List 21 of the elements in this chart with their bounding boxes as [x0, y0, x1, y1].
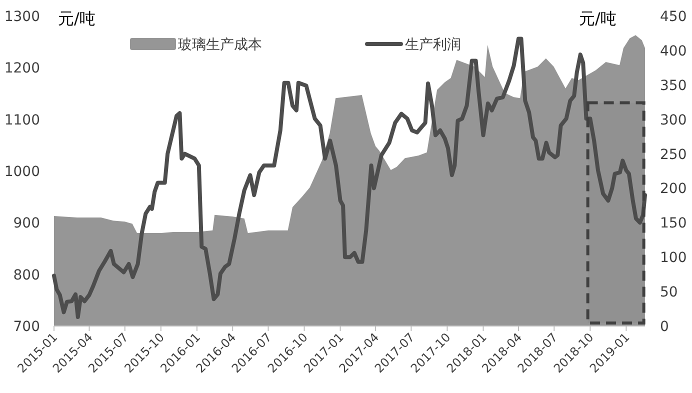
- y-tick-label: 800: [13, 267, 40, 284]
- y-tick-label: 1000: [4, 164, 40, 180]
- y2-tick-label: 250: [660, 146, 687, 163]
- y2-tick-label: 400: [660, 43, 687, 60]
- y2-axis-title: 元/吨: [579, 9, 616, 28]
- y-tick-label: 700: [13, 319, 40, 335]
- y2-tick-label: 300: [660, 112, 687, 128]
- y-tick-label: 1300: [4, 9, 40, 25]
- y-tick-label: 1100: [4, 112, 40, 128]
- y2-tick-label: 150: [660, 216, 687, 232]
- y-axis-title: 元/吨: [58, 9, 96, 28]
- y2-tick-label: 100: [660, 250, 687, 266]
- y2-tick-label: 450: [660, 9, 687, 25]
- y2-tick-label: 200: [660, 181, 687, 198]
- y2-tick-label: 0: [660, 319, 669, 335]
- y2-tick-label: 350: [660, 78, 687, 94]
- y2-tick-label: 50: [660, 284, 678, 301]
- legend-label: 生产利润: [405, 37, 461, 53]
- y-tick-label: 900: [13, 216, 40, 232]
- y-tick-label: 1200: [4, 60, 40, 77]
- legend-label: 玻璃生产成本: [178, 37, 262, 53]
